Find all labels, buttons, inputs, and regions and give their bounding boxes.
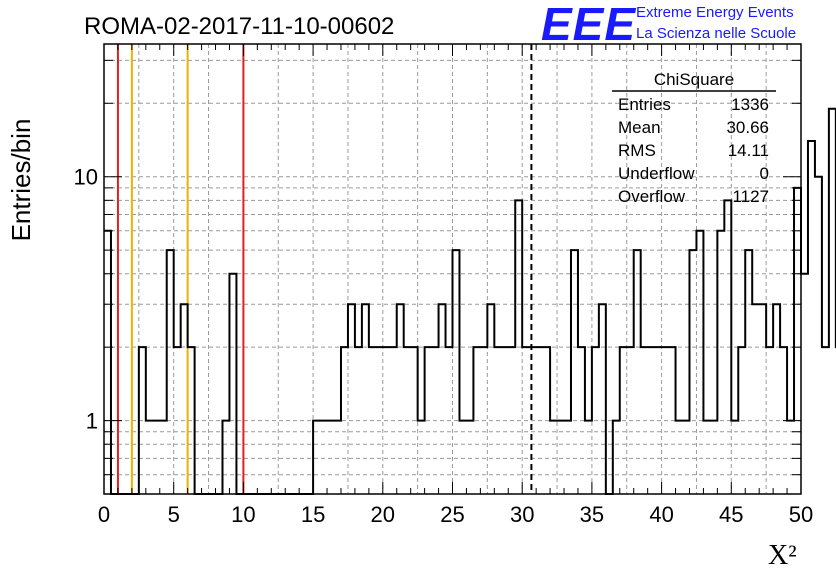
x-tick-label: 0 bbox=[98, 502, 110, 527]
axis-ticks: 0 5 10 15 20 25 30 35 40 45 50 1 10 bbox=[74, 44, 813, 527]
x-axis-label: X² bbox=[768, 540, 797, 571]
eee-logo: EEE Extreme Energy Events La Scienza nel… bbox=[541, 0, 796, 50]
logo-line-2: La Scienza nelle Scuole bbox=[636, 25, 796, 42]
stats-box: ChiSquare Entries 1336 Mean 30.66 RMS 14… bbox=[612, 70, 776, 206]
stats-label: Overflow bbox=[618, 187, 686, 206]
stats-label: Mean bbox=[618, 118, 661, 137]
x-tick-label: 40 bbox=[649, 502, 673, 527]
stats-label: Underflow bbox=[618, 164, 695, 183]
y-tick-label: 1 bbox=[86, 409, 98, 434]
x-tick-label: 5 bbox=[168, 502, 180, 527]
logo-line-1: Extreme Energy Events bbox=[636, 4, 794, 21]
stats-value: 1127 bbox=[732, 187, 769, 206]
stats-label: Entries bbox=[618, 95, 671, 114]
x-tick-label: 50 bbox=[789, 502, 813, 527]
chart-title: ROMA-02-2017-11-10-00602 bbox=[84, 13, 394, 40]
x-tick-label: 25 bbox=[440, 502, 464, 527]
stats-value: 30.66 bbox=[726, 118, 769, 137]
y-tick-label: 10 bbox=[74, 165, 98, 190]
x-tick-label: 20 bbox=[371, 502, 395, 527]
x-tick-label: 30 bbox=[510, 502, 534, 527]
logo-text: EEE bbox=[541, 0, 636, 50]
stats-value: 0 bbox=[760, 164, 769, 183]
reference-lines bbox=[116, 44, 533, 494]
x-tick-label: 45 bbox=[719, 502, 743, 527]
stats-label: RMS bbox=[618, 141, 656, 160]
histogram-line bbox=[104, 107, 836, 495]
x-tick-label: 15 bbox=[301, 502, 325, 527]
x-tick-label: 10 bbox=[231, 502, 255, 527]
stats-value: 14.11 bbox=[728, 141, 769, 160]
stats-title: ChiSquare bbox=[654, 70, 734, 89]
stats-value: 1336 bbox=[731, 95, 769, 114]
x-tick-label: 35 bbox=[580, 502, 604, 527]
y-axis-label: Entries/bin bbox=[6, 119, 36, 242]
